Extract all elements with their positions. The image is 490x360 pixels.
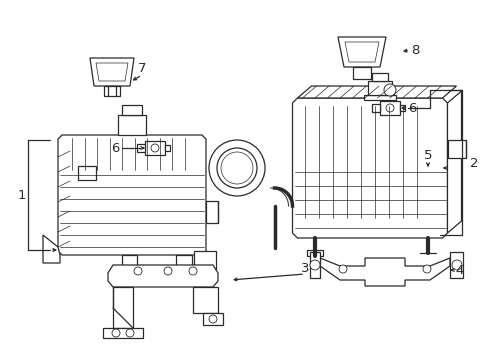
Polygon shape [96, 63, 128, 81]
Circle shape [209, 315, 217, 323]
Circle shape [423, 265, 431, 273]
Bar [104, 86, 120, 96]
Text: 2: 2 [470, 157, 478, 170]
Circle shape [189, 267, 197, 275]
Bar [353, 67, 371, 79]
Polygon shape [58, 135, 206, 255]
Bar [165, 145, 170, 151]
Polygon shape [203, 313, 223, 325]
Polygon shape [108, 265, 218, 287]
Polygon shape [90, 58, 134, 86]
Polygon shape [320, 258, 450, 286]
Circle shape [151, 144, 159, 152]
Bar [118, 115, 146, 135]
Polygon shape [447, 91, 462, 233]
Circle shape [164, 267, 172, 275]
Bar [194, 251, 216, 269]
Circle shape [134, 267, 142, 275]
Polygon shape [450, 252, 463, 278]
Polygon shape [345, 42, 379, 62]
Circle shape [386, 104, 394, 112]
Bar [122, 105, 142, 115]
Circle shape [221, 152, 253, 184]
Bar [78, 166, 96, 180]
Bar [372, 104, 380, 112]
Text: 1: 1 [18, 189, 26, 202]
Bar [400, 105, 405, 111]
Circle shape [217, 148, 257, 188]
Circle shape [209, 140, 265, 196]
Text: 5: 5 [424, 149, 432, 162]
Polygon shape [193, 287, 218, 313]
Bar [368, 81, 392, 95]
Circle shape [112, 329, 120, 337]
Bar [137, 144, 145, 152]
Bar [372, 73, 388, 81]
Bar [307, 250, 322, 256]
Polygon shape [176, 255, 192, 273]
Text: 6: 6 [408, 102, 416, 114]
Polygon shape [103, 328, 143, 338]
Text: 6: 6 [111, 141, 119, 154]
Polygon shape [338, 37, 386, 67]
Text: 8: 8 [411, 44, 419, 57]
Polygon shape [43, 235, 60, 263]
Text: 7: 7 [138, 62, 146, 75]
Bar [380, 101, 400, 115]
Text: 3: 3 [301, 261, 309, 275]
Bar [447, 140, 465, 158]
Bar [364, 95, 396, 100]
Polygon shape [113, 287, 133, 328]
Circle shape [126, 329, 134, 337]
Circle shape [339, 265, 347, 273]
Polygon shape [293, 98, 447, 238]
Bar [206, 201, 218, 223]
Circle shape [452, 260, 462, 270]
Polygon shape [297, 86, 457, 98]
Bar [145, 141, 165, 155]
Text: 4: 4 [456, 264, 464, 276]
Circle shape [310, 260, 320, 270]
Polygon shape [310, 252, 320, 278]
Circle shape [384, 84, 396, 96]
Polygon shape [122, 255, 137, 273]
